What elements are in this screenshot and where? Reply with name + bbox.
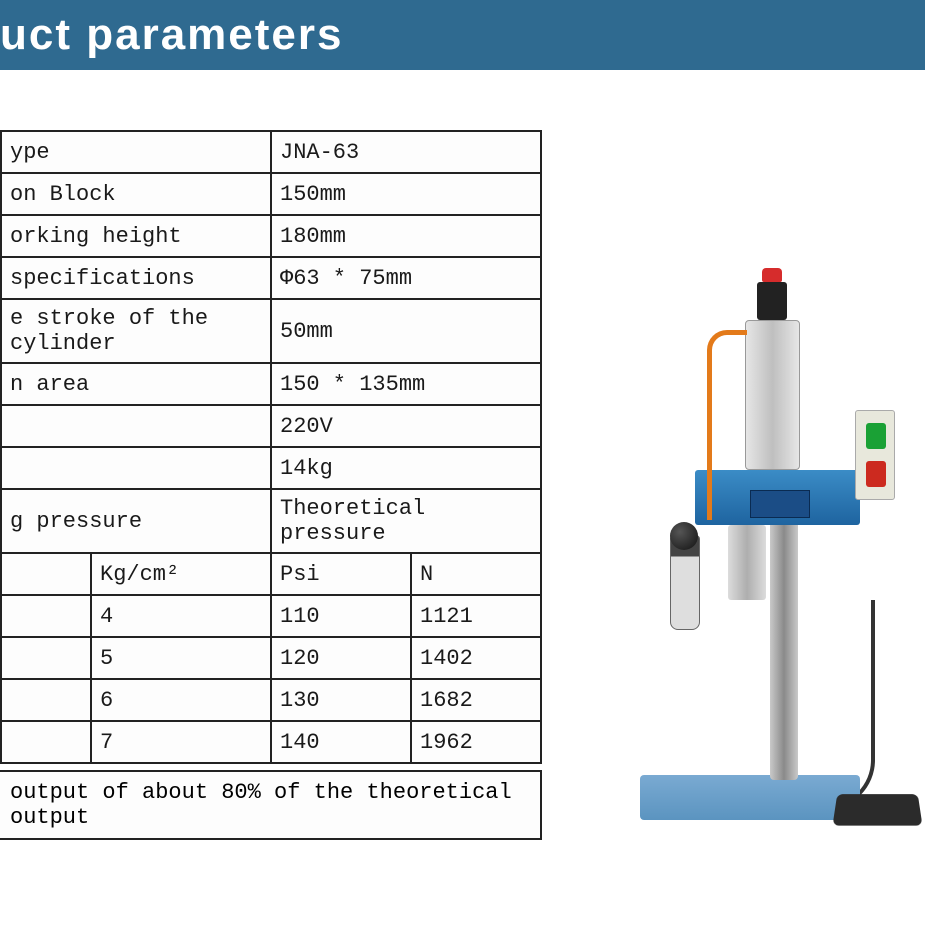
machine-regulator-knob-icon (670, 522, 698, 550)
pressure-cell: 120 (271, 637, 411, 679)
machine-column-icon (770, 520, 798, 780)
header-bar: uct parameters (0, 0, 925, 70)
pressure-cell: 1402 (411, 637, 541, 679)
machine-illustration (615, 260, 895, 820)
spec-label: on Block (1, 173, 271, 215)
pressure-left-label: g pressure (1, 489, 271, 553)
spec-value: 220V (271, 405, 541, 447)
table-row: e stroke of the cylinder 50mm (1, 299, 541, 363)
pressure-header-row: g pressure Theoretical pressure (1, 489, 541, 553)
pressure-col-a (1, 553, 91, 595)
pressure-cell: 7 (91, 721, 271, 763)
spec-label: ype (1, 131, 271, 173)
spec-value: Φ63 * 75mm (271, 257, 541, 299)
table-row: ype JNA-63 (1, 131, 541, 173)
table-row: orking height 180mm (1, 215, 541, 257)
pressure-cell: 1121 (411, 595, 541, 637)
header-title: uct parameters (0, 10, 343, 59)
spec-label: orking height (1, 215, 271, 257)
pressure-cell (1, 679, 91, 721)
machine-label-icon (750, 490, 810, 518)
pressure-col-c: Psi (271, 553, 411, 595)
pressure-right-label: Theoretical pressure (271, 489, 541, 553)
spec-label: e stroke of the cylinder (1, 299, 271, 363)
pressure-cell (1, 637, 91, 679)
green-button-icon (866, 423, 886, 449)
spec-value: 14kg (271, 447, 541, 489)
spec-value: 150mm (271, 173, 541, 215)
pressure-row: 5 120 1402 (1, 637, 541, 679)
spec-value: JNA-63 (271, 131, 541, 173)
pressure-cell: 4 (91, 595, 271, 637)
red-button-icon (866, 461, 886, 487)
spec-label: specifications (1, 257, 271, 299)
pressure-col-b: Kg/cm² (91, 553, 271, 595)
machine-hose-icon (707, 330, 747, 520)
spec-label (1, 405, 271, 447)
pressure-row: 7 140 1962 (1, 721, 541, 763)
table-row: specifications Φ63 * 75mm (1, 257, 541, 299)
pressure-units-row: Kg/cm² Psi N (1, 553, 541, 595)
table-row: n area 150 * 135mm (1, 363, 541, 405)
spec-value: 50mm (271, 299, 541, 363)
pressure-cell: 5 (91, 637, 271, 679)
table-row: 220V (1, 405, 541, 447)
machine-chuck-icon (728, 525, 766, 600)
footnote-text: output of about 80% of the theoretical o… (0, 770, 542, 840)
machine-red-knob-icon (762, 268, 782, 282)
pressure-cell (1, 721, 91, 763)
spec-label: n area (1, 363, 271, 405)
pressure-cell: 1962 (411, 721, 541, 763)
machine-foot-pedal-icon (833, 794, 923, 825)
pressure-cell (1, 595, 91, 637)
pressure-row: 6 130 1682 (1, 679, 541, 721)
machine-cylinder-icon (745, 320, 800, 470)
pressure-cell: 130 (271, 679, 411, 721)
spec-value: 180mm (271, 215, 541, 257)
pressure-row: 4 110 1121 (1, 595, 541, 637)
pressure-col-d: N (411, 553, 541, 595)
table-row: 14kg (1, 447, 541, 489)
pressure-cell: 6 (91, 679, 271, 721)
spec-label (1, 447, 271, 489)
content-area: ype JNA-63 on Block 150mm orking height … (0, 130, 925, 930)
pressure-cell: 110 (271, 595, 411, 637)
table-row: on Block 150mm (1, 173, 541, 215)
pressure-cell: 140 (271, 721, 411, 763)
pressure-cell: 1682 (411, 679, 541, 721)
spec-value: 150 * 135mm (271, 363, 541, 405)
machine-switchbox-icon (855, 410, 895, 500)
machine-top-icon (757, 282, 787, 320)
machine-base-icon (640, 775, 860, 820)
spec-table: ype JNA-63 on Block 150mm orking height … (0, 130, 542, 764)
